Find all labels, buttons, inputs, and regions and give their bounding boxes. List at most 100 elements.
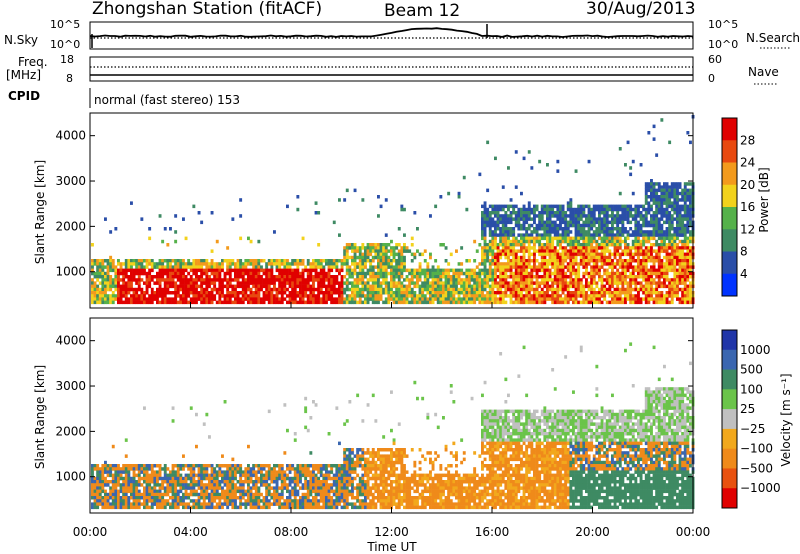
heatmap-cell [392, 265, 396, 269]
heatmap-cell [598, 223, 601, 228]
heatmap-cell [202, 300, 206, 305]
heatmap-cell [522, 207, 526, 212]
heatmap-cell [522, 252, 526, 257]
heatmap-cell [535, 291, 539, 295]
heatmap-cell [639, 204, 643, 209]
heatmap-cell [496, 265, 500, 269]
heatmap-cell [304, 281, 308, 285]
heatmap-cell [499, 230, 503, 234]
heatmap-cell [618, 233, 622, 237]
heatmap-cell [561, 287, 565, 292]
heatmap-cell [161, 268, 165, 273]
heatmap-cell [296, 278, 300, 282]
heatmap-cell [566, 255, 570, 260]
heatmap-cell [371, 243, 375, 247]
heatmap-cell [452, 271, 456, 276]
heatmap-cell [670, 284, 674, 289]
heatmap-cell [647, 204, 651, 209]
heatmap-cell [150, 496, 154, 500]
heatmap-cell [317, 294, 321, 298]
heatmap-cell [475, 271, 479, 276]
heatmap-cell [611, 239, 614, 244]
heatmap-cell [600, 259, 604, 263]
heatmap-cell [496, 214, 500, 218]
heatmap-cell [122, 291, 126, 295]
heatmap-cell [114, 492, 118, 497]
heatmap-cell [135, 281, 139, 285]
heatmap-cell [182, 268, 185, 273]
heatmap-cell [522, 217, 526, 221]
heatmap-cell [130, 275, 133, 279]
heatmap-cell [117, 502, 120, 506]
heatmap-cell [660, 281, 664, 285]
heatmap-cell [652, 281, 656, 285]
heatmap-cell [579, 255, 583, 260]
heatmap-cell [254, 287, 258, 292]
heatmap-cell [353, 243, 357, 247]
heatmap-cell [676, 223, 679, 228]
heatmap-cell [644, 230, 648, 234]
heatmap-cell [392, 281, 396, 285]
heatmap-cell [678, 265, 682, 269]
heatmap-cell [156, 473, 159, 478]
heatmap-cell [221, 470, 224, 474]
heatmap-cell [629, 211, 633, 215]
heatmap-cell [579, 259, 583, 263]
heatmap-cell [208, 265, 211, 269]
heatmap-cell [91, 473, 94, 478]
heatmap-cell [270, 291, 274, 295]
heatmap-cell [179, 300, 183, 305]
heatmap-cell [585, 281, 588, 285]
heatmap-cell [166, 473, 170, 478]
heatmap-cell [111, 492, 115, 497]
heatmap-cell [374, 291, 378, 295]
heatmap-cell [572, 268, 575, 273]
heatmap-cell [119, 483, 123, 487]
heatmap-cell [605, 230, 609, 234]
heatmap-cell [366, 287, 370, 292]
heatmap-cell [561, 259, 565, 263]
heatmap-cell [689, 191, 692, 196]
heatmap-cell [613, 275, 617, 279]
heatmap-cell [254, 294, 258, 298]
heatmap-cell [681, 204, 685, 209]
heatmap-cell [668, 255, 672, 260]
heatmap-cell [319, 268, 323, 273]
heatmap-cell [553, 246, 557, 250]
heatmap-cell [156, 496, 159, 500]
heatmap-cell [546, 239, 549, 244]
heatmap-cell [410, 275, 414, 279]
heatmap-cell [631, 255, 635, 260]
heatmap-cell [496, 243, 500, 247]
heatmap-cell [587, 204, 591, 209]
heatmap-cell [135, 480, 139, 484]
heatmap-cell [650, 278, 653, 282]
heatmap-cell [174, 496, 178, 500]
heatmap-cell [429, 275, 432, 279]
heatmap-cell [540, 246, 544, 250]
heatmap-cell [543, 211, 547, 215]
heatmap-cell [418, 300, 422, 305]
heatmap-cell [392, 300, 396, 305]
heatmap-cell [223, 271, 227, 276]
heatmap-cell [514, 278, 518, 282]
heatmap-cell [348, 265, 352, 269]
heatmap-cell [132, 489, 136, 494]
heatmap-cell [509, 265, 513, 269]
heatmap-cell [150, 300, 154, 305]
heatmap-cell [590, 271, 594, 276]
heatmap-cell [686, 265, 690, 269]
heatmap-cell [195, 300, 198, 305]
heatmap-cell [639, 252, 643, 257]
heatmap-cell [98, 499, 102, 503]
heatmap-cell [533, 255, 536, 260]
heatmap-cell [397, 275, 401, 279]
noise-right-tick-high: 10^5 [708, 18, 738, 31]
heatmap-cell [624, 278, 627, 282]
heatmap-cell [182, 476, 185, 481]
heatmap-cell [647, 188, 651, 193]
heatmap-cell [439, 281, 443, 285]
heatmap-cell [114, 505, 118, 510]
heatmap-cell [431, 271, 435, 276]
heatmap-cell [184, 300, 188, 305]
